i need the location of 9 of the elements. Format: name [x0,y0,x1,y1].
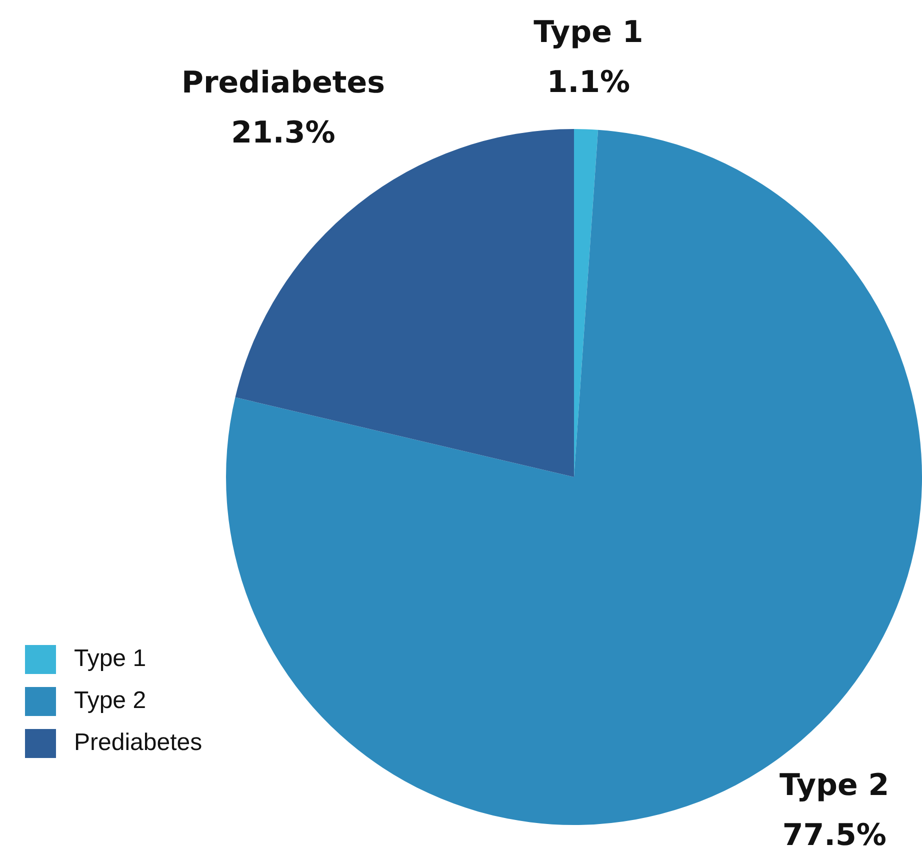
legend-label: Type 2 [74,687,146,715]
slice-label: Prediabetes [181,66,385,101]
legend-label: Prediabetes [74,729,202,757]
slice-label: Type 1 [534,15,644,50]
data-label: 1.1% [546,65,630,100]
data-label: 77.5% [782,818,886,853]
legend-label: Type 1 [74,645,146,673]
data-label: 21.3% [231,116,336,151]
slice-label: Type 2 [780,768,890,803]
